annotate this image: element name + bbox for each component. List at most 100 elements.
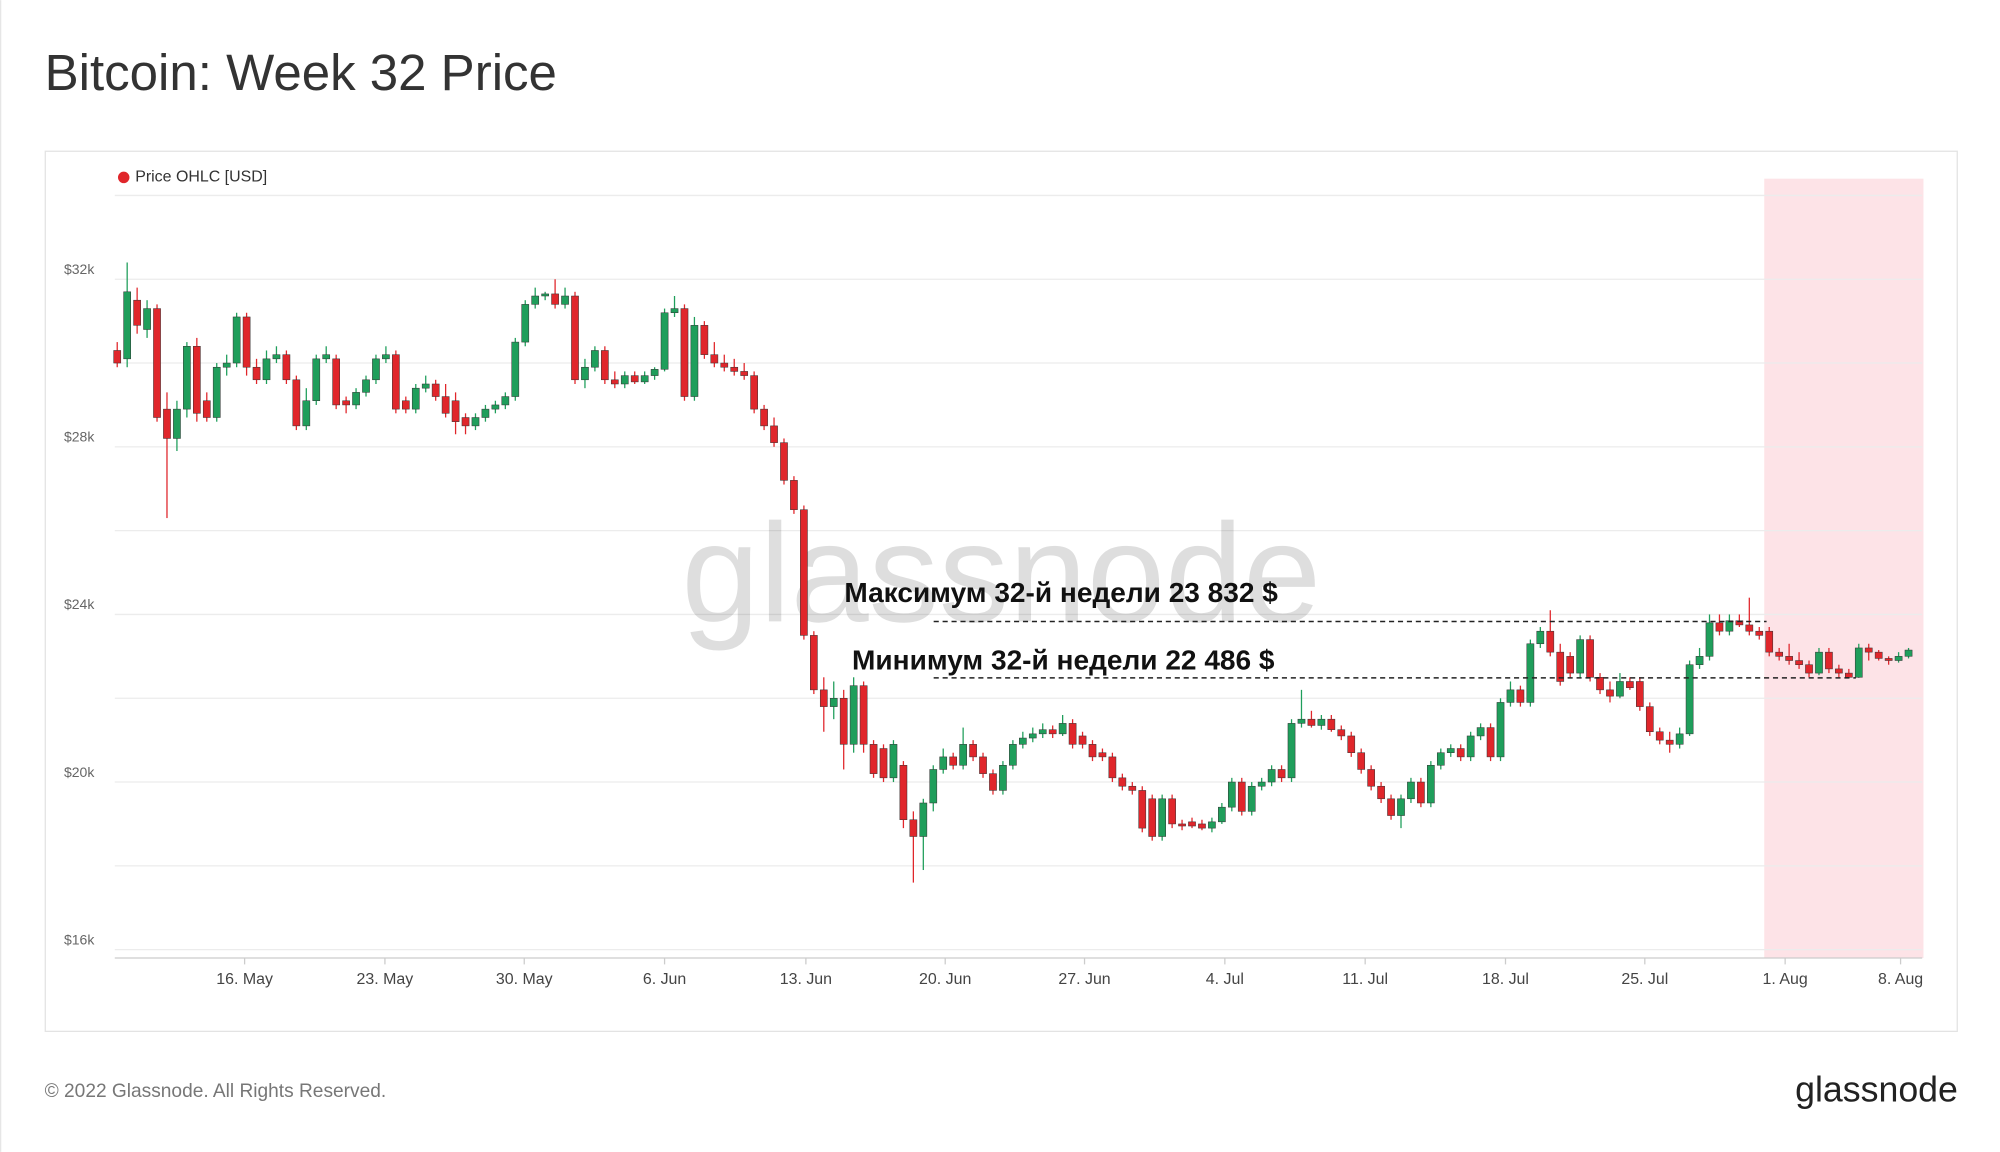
- candle-body: [1347, 735, 1356, 753]
- candle-body: [451, 400, 460, 422]
- candle-body: [232, 316, 241, 364]
- candle-body: [1655, 731, 1664, 741]
- candle-body: [571, 295, 579, 381]
- candle-body: [322, 354, 331, 360]
- candle-body: [1078, 735, 1087, 745]
- x-tick-label: 27. Jun: [1058, 971, 1110, 988]
- candle-body: [1148, 798, 1157, 837]
- candle-body: [969, 744, 977, 758]
- candle-body: [1795, 660, 1803, 665]
- candle-body: [1088, 744, 1097, 758]
- candle-body: [1227, 781, 1236, 808]
- candle-body: [153, 308, 161, 418]
- candle-body: [1327, 718, 1336, 730]
- x-tick-label: 4. Jul: [1206, 971, 1244, 988]
- x-tick-label: 13. Jun: [780, 971, 832, 988]
- candle-body: [1854, 647, 1863, 678]
- candle-body: [1297, 718, 1306, 724]
- candle-body: [302, 400, 311, 427]
- candle-body: [242, 316, 251, 368]
- candle-body: [551, 293, 559, 305]
- candle-body: [272, 354, 281, 360]
- y-tick-label: $20k: [64, 764, 95, 780]
- candle-body: [1616, 681, 1624, 697]
- candle-body: [401, 400, 410, 410]
- x-tick-label: 16. May: [216, 971, 273, 988]
- chart-title: Bitcoin: Week 32 Price: [45, 44, 557, 101]
- y-tick-label: $24k: [64, 596, 95, 612]
- candle-body: [1665, 739, 1674, 745]
- candle-body: [1845, 672, 1853, 678]
- x-tick-label: 11. Jul: [1342, 971, 1388, 988]
- candle-body: [1068, 723, 1077, 745]
- candle-body: [1158, 798, 1166, 837]
- candle-body: [1446, 748, 1455, 753]
- candle-body: [601, 350, 609, 381]
- y-tick-label: $32k: [64, 261, 95, 277]
- candle-body: [780, 442, 788, 481]
- candle-body: [222, 362, 231, 368]
- candle-body: [183, 346, 191, 410]
- candle-body: [1775, 651, 1783, 657]
- candle-body: [849, 685, 858, 745]
- candle-body: [680, 308, 689, 397]
- candle-body: [929, 769, 938, 804]
- candle-body: [1218, 806, 1226, 823]
- chart-frame: [44, 150, 1958, 1032]
- candle-body: [720, 362, 729, 368]
- candle-body: [193, 346, 201, 414]
- candle-body: [1397, 798, 1405, 816]
- candle-body: [1427, 765, 1435, 804]
- candle-body: [1894, 656, 1903, 661]
- candle-body: [959, 744, 967, 766]
- candle-body: [760, 408, 768, 427]
- x-tick-label: 23. May: [357, 971, 414, 988]
- candle-body: [1626, 681, 1634, 689]
- candle-body: [1874, 651, 1883, 659]
- candle-body: [1496, 702, 1505, 758]
- candle-body: [1098, 752, 1107, 758]
- candle-body: [1028, 733, 1037, 739]
- candle-body: [1755, 630, 1764, 636]
- candle-body: [541, 293, 549, 297]
- candle-body: [1825, 651, 1833, 670]
- candle-body: [989, 773, 997, 791]
- candle-body: [143, 308, 151, 330]
- annotation-text: Минимум 32-й недели 22 486 $: [852, 645, 1275, 676]
- candle-body: [1048, 729, 1057, 735]
- candle-body: [491, 404, 500, 410]
- candle-body: [1357, 752, 1366, 770]
- candle-body: [202, 400, 211, 418]
- candle-body: [372, 358, 380, 381]
- footer: © 2022 Glassnode. All Rights Reserved.: [45, 1081, 387, 1102]
- watermark: glassnode: [681, 494, 1321, 651]
- candle-body: [1884, 658, 1893, 661]
- candle-body: [640, 375, 649, 383]
- candle-body: [1417, 781, 1425, 804]
- candle-body: [1536, 630, 1545, 645]
- candle-body: [1675, 733, 1684, 745]
- candle-body: [1257, 781, 1266, 787]
- candle-body: [1178, 823, 1186, 827]
- candle-body: [1586, 639, 1594, 678]
- candle-body: [1118, 777, 1127, 787]
- candle-body: [1168, 798, 1176, 825]
- candle-body: [1337, 729, 1346, 737]
- candle-body: [1805, 664, 1813, 674]
- candle-body: [392, 354, 400, 410]
- candle-body: [889, 744, 898, 779]
- candle-body: [1596, 677, 1604, 691]
- candle-body: [1606, 689, 1614, 697]
- candle-body: [561, 295, 569, 305]
- candle-body: [1188, 821, 1196, 827]
- candle-body: [1815, 651, 1823, 674]
- candle-body: [979, 756, 987, 774]
- candle-body: [481, 408, 490, 418]
- candle-body: [839, 697, 848, 745]
- candle-body: [630, 375, 639, 383]
- candle-body: [790, 480, 798, 510]
- candle-body: [1198, 823, 1206, 829]
- candle-body: [1835, 668, 1843, 674]
- candle-body: [282, 354, 291, 381]
- candle-body: [1506, 689, 1515, 703]
